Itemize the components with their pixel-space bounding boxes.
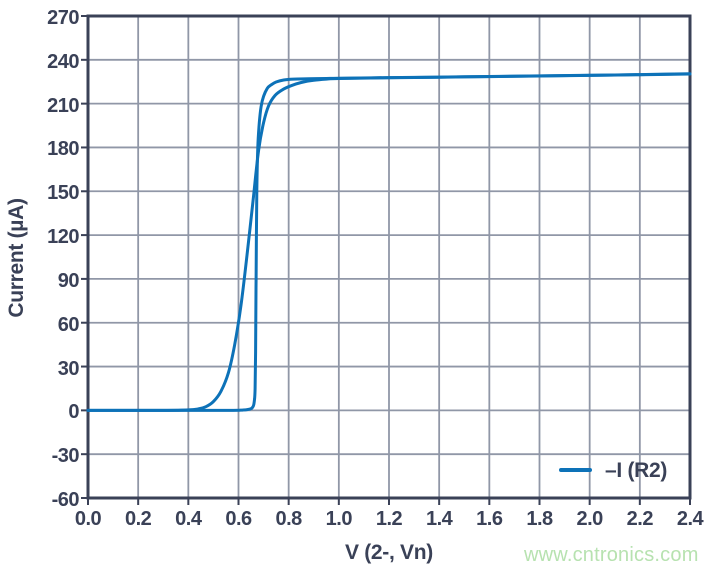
y-tick-label: 0	[68, 401, 79, 424]
x-tick-label: 1.2	[375, 508, 403, 530]
y-tick-label: 120	[47, 226, 79, 249]
legend-label: –I (R2)	[605, 458, 668, 482]
x-tick-label: 1.6	[476, 508, 503, 530]
x-tick-label: 1.8	[526, 508, 553, 530]
y-tick-label: -60	[51, 489, 80, 511]
y-axis-title: Current (µA)	[5, 198, 28, 318]
x-tick-label: 0.8	[275, 508, 303, 530]
x-tick-label: 1.4	[426, 508, 453, 530]
y-tick-label: -30	[51, 445, 80, 468]
x-tick-label: 2.0	[576, 508, 604, 530]
y-tick-label: 60	[57, 313, 80, 336]
legend-line-swatch	[559, 468, 592, 472]
x-tick-label: 1.0	[325, 508, 353, 530]
y-tick-label: 180	[47, 138, 79, 161]
y-tick-label: 210	[47, 94, 79, 117]
y-tick-label: 270	[47, 7, 79, 29]
x-tick-label: 0.0	[74, 508, 102, 530]
y-tick-label: 150	[47, 182, 79, 205]
series-line-1	[86, 72, 692, 412]
x-tick-label: 0.2	[125, 508, 152, 530]
y-tick-label: 30	[57, 357, 80, 380]
plot-area	[81, 14, 692, 505]
y-tick-label: 240	[47, 50, 79, 73]
legend: –I (R2)	[559, 459, 667, 481]
y-tick-label: 90	[57, 269, 80, 292]
x-tick-label: 2.2	[626, 508, 654, 530]
x-tick-label: 0.6	[225, 508, 252, 530]
x-axis-title: V (2-, Vn)	[344, 541, 433, 564]
x-tick-label: 2.4	[676, 508, 704, 530]
x-tick-label: 0.4	[175, 508, 202, 530]
plot-border	[86, 14, 692, 500]
watermark: www.cntronics.com	[524, 544, 699, 566]
